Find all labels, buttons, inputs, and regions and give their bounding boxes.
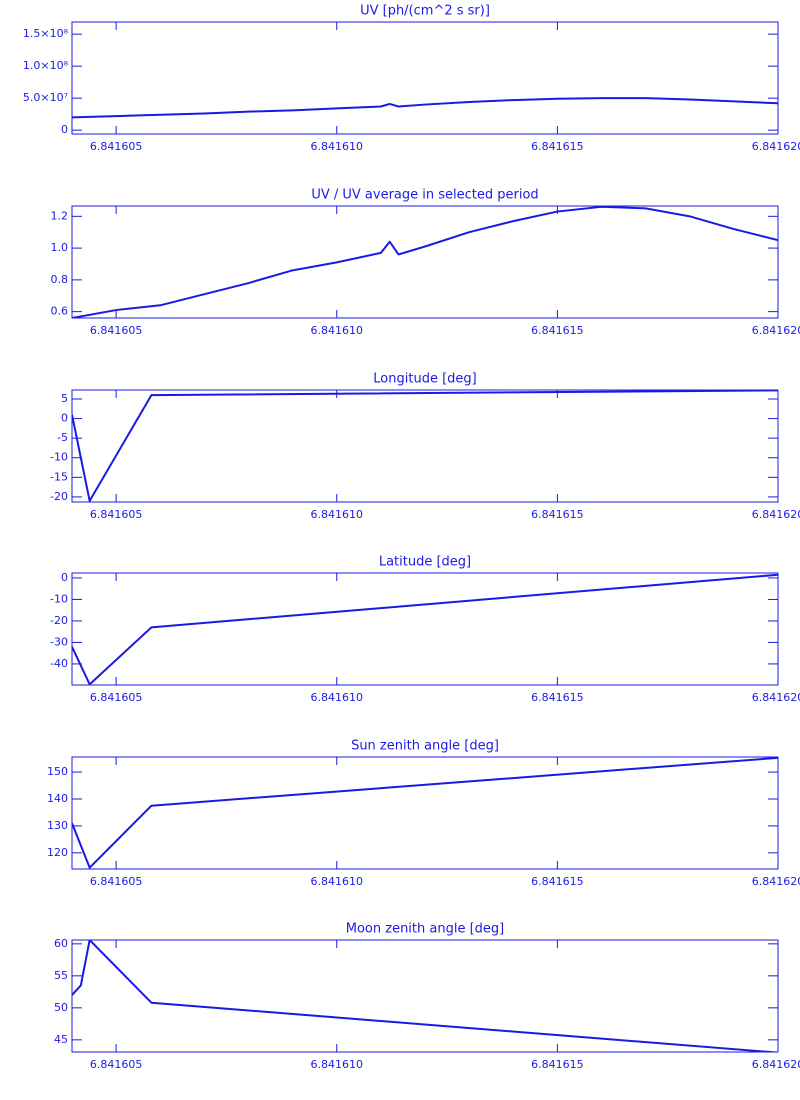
y-tick-label: 0.8	[51, 273, 69, 286]
y-tick-label: 5.0×10⁷	[23, 91, 68, 104]
y-tick-label: -15	[50, 470, 68, 483]
y-tick-label: 0	[61, 123, 68, 136]
x-tick-label: 6.841615	[531, 508, 584, 521]
x-tick-label: 6.841620	[752, 691, 800, 704]
y-tick-label: 0	[61, 571, 68, 584]
chart-title: Longitude [deg]	[373, 372, 476, 387]
x-tick-label: 6.841610	[311, 140, 364, 153]
x-tick-label: 6.841610	[311, 324, 364, 337]
x-tick-label: 6.841615	[531, 875, 584, 888]
panel: Sun zenith angle [deg] 6.841605 6.841610 6.…	[47, 739, 800, 889]
x-tick-label: 6.841605	[90, 691, 143, 704]
y-tick-label: -20	[50, 614, 68, 627]
y-tick-label: 1.5×10⁸	[23, 27, 69, 40]
y-tick-label: 150	[47, 765, 68, 778]
x-tick-label: 6.841610	[311, 691, 364, 704]
y-tick-label: 1.2	[51, 209, 69, 222]
y-tick-label: 0.6	[51, 305, 69, 318]
y-tick-label: 120	[47, 846, 68, 859]
y-tick-label: -20	[50, 490, 68, 503]
data-line	[72, 757, 778, 869]
plot-frame	[71, 389, 779, 503]
plot-frame	[71, 939, 779, 1053]
y-tick-label: 130	[47, 819, 68, 832]
chart-title: Sun zenith angle [deg]	[351, 739, 499, 754]
x-tick-label: 6.841620	[752, 875, 800, 888]
x-tick-label: 6.841620	[752, 1058, 800, 1071]
y-tick-label: 5	[61, 392, 68, 405]
x-tick-label: 6.841605	[90, 508, 143, 521]
y-tick-label: -30	[50, 635, 68, 648]
y-tick-label: -10	[50, 592, 68, 605]
panel: Longitude [deg] 6.841605 6.841610 6.841615 6…	[50, 372, 800, 522]
panel: Moon zenith angle [deg] 6.841605 6.841610 6…	[54, 922, 800, 1072]
plot-frame	[71, 756, 779, 870]
y-tick-label: 140	[47, 792, 68, 805]
chart-title: UV / UV average in selected period	[311, 188, 538, 203]
y-tick-label: 45	[54, 1033, 68, 1046]
x-tick-label: 6.841610	[311, 508, 364, 521]
x-tick-label: 6.841605	[90, 875, 143, 888]
data-line	[72, 573, 778, 685]
y-tick-label: -5	[57, 431, 68, 444]
x-tick-label: 6.841615	[531, 691, 584, 704]
panel: UV / UV average in selected period 6.8416…	[51, 188, 800, 338]
x-tick-label: 6.841620	[752, 324, 800, 337]
data-line	[72, 206, 778, 318]
y-tick-label: -40	[50, 657, 68, 670]
x-tick-label: 6.841605	[90, 1058, 143, 1071]
data-line	[72, 390, 778, 502]
y-tick-label: 55	[54, 969, 68, 982]
x-tick-label: 6.841605	[90, 140, 143, 153]
x-tick-label: 6.841610	[311, 875, 364, 888]
y-tick-label: 60	[54, 937, 68, 950]
chart-title: Latitude [deg]	[379, 555, 471, 570]
data-line	[72, 97, 778, 119]
x-tick-label: 6.841615	[531, 140, 584, 153]
plot-frame	[71, 205, 779, 319]
x-tick-label: 6.841615	[531, 324, 584, 337]
chart-title: Moon zenith angle [deg]	[346, 922, 504, 937]
y-tick-label: 50	[54, 1001, 68, 1014]
y-tick-label: 1.0×10⁸	[23, 59, 69, 72]
chart-title: UV [ph/(cm^2 s sr)]	[360, 4, 490, 19]
y-tick-label: -10	[50, 451, 68, 464]
x-tick-label: 6.841610	[311, 1058, 364, 1071]
x-tick-label: 6.841605	[90, 324, 143, 337]
data-line	[72, 940, 778, 1052]
x-tick-label: 6.841620	[752, 508, 800, 521]
plot-frame	[71, 572, 779, 686]
y-tick-label: 1.0	[51, 241, 69, 254]
y-tick-label: 0	[61, 412, 68, 425]
x-tick-label: 6.841615	[531, 1058, 584, 1071]
plot-frame	[71, 21, 779, 135]
panel: Latitude [deg] 6.841605 6.841610 6.841615 6.…	[50, 555, 800, 705]
panel: UV [ph/(cm^2 s sr)] 6.841605 6.841610 6.841…	[23, 4, 800, 154]
x-tick-label: 6.841620	[752, 140, 800, 153]
